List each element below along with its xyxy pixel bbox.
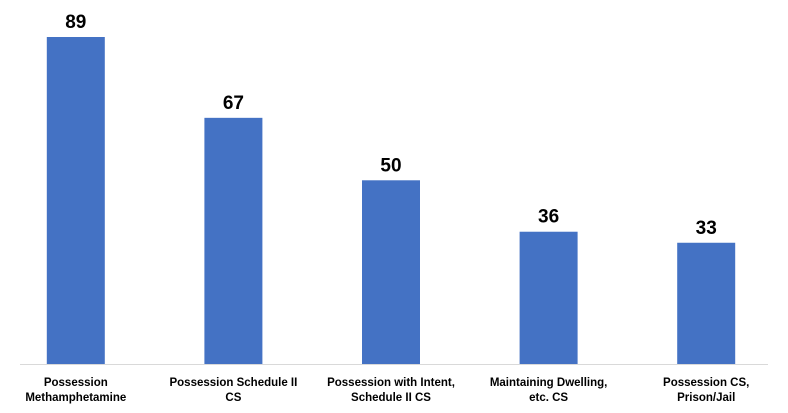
category-label-2: Possession Schedule II CS xyxy=(169,377,297,404)
data-label-1: 89 xyxy=(65,12,86,33)
category-label-4-line-1: Maintaining Dwelling, xyxy=(490,377,608,389)
data-label-2: 67 xyxy=(223,93,244,114)
bar-5 xyxy=(677,242,736,364)
value-labels-group: 89 67 50 36 33 xyxy=(65,12,717,239)
data-label-5: 33 xyxy=(696,218,717,239)
category-label-4-line-2: etc. CS xyxy=(529,392,568,404)
category-label-3: Possession with Intent, Schedule II CS xyxy=(327,377,455,404)
bar-1 xyxy=(46,37,105,364)
bar-3 xyxy=(362,180,420,364)
category-label-1-line-1: Possession xyxy=(44,377,108,389)
category-label-3-line-2: Schedule II CS xyxy=(351,392,431,404)
data-label-4: 36 xyxy=(538,207,559,228)
category-label-4: Maintaining Dwelling, etc. CS xyxy=(490,377,608,404)
category-label-5-line-1: Possession CS, xyxy=(663,377,749,389)
bar-4 xyxy=(519,231,578,364)
bar-2 xyxy=(204,117,263,365)
bars-group xyxy=(46,37,736,365)
category-label-5-line-2: Prison/Jail xyxy=(677,392,735,404)
category-label-2-line-1: Possession Schedule II xyxy=(169,377,297,389)
category-label-3-line-1: Possession with Intent, xyxy=(327,377,455,389)
category-label-1-line-2: Methamphetamine xyxy=(25,392,126,404)
category-labels-group: Possession Methamphetamine Possession Sche… xyxy=(25,377,749,404)
category-label-5: Possession CS, Prison/Jail xyxy=(663,377,749,404)
category-label-1: Possession Methamphetamine xyxy=(25,377,126,404)
category-label-2-line-2: CS xyxy=(225,392,241,404)
data-label-3: 50 xyxy=(380,155,401,176)
